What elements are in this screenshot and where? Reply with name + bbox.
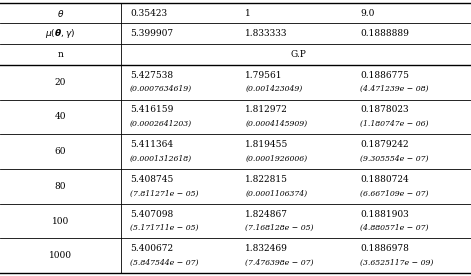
Text: (0.0001106374): (0.0001106374) (245, 189, 308, 197)
Text: (7.811271e − 05): (7.811271e − 05) (130, 189, 198, 197)
Text: (0.001423049): (0.001423049) (245, 85, 302, 93)
Text: 5.400672: 5.400672 (130, 245, 173, 253)
Text: 1.824867: 1.824867 (245, 210, 288, 219)
Text: (9.305554e − 07): (9.305554e − 07) (360, 155, 429, 163)
Text: 0.1886978: 0.1886978 (360, 245, 409, 253)
Text: (5.171711e − 05): (5.171711e − 05) (130, 224, 198, 232)
Text: 1000: 1000 (49, 251, 72, 260)
Text: (0.0002641203): (0.0002641203) (130, 120, 192, 128)
Text: n: n (57, 50, 63, 59)
Text: 9.0: 9.0 (360, 9, 375, 18)
Text: 1.822815: 1.822815 (245, 175, 288, 184)
Text: 0.35423: 0.35423 (130, 9, 167, 18)
Text: (6.667109e − 07): (6.667109e − 07) (360, 189, 429, 197)
Text: (0.0001926006): (0.0001926006) (245, 155, 308, 163)
Text: 5.427538: 5.427538 (130, 71, 173, 80)
Text: 5.411364: 5.411364 (130, 140, 173, 149)
Text: (0.0001312618): (0.0001312618) (130, 155, 192, 163)
Text: (0.0004145909): (0.0004145909) (245, 120, 308, 128)
Text: (7.168128e − 05): (7.168128e − 05) (245, 224, 314, 232)
Text: 0.1879242: 0.1879242 (360, 140, 409, 149)
Text: 0.1880724: 0.1880724 (360, 175, 409, 184)
Text: 5.416159: 5.416159 (130, 105, 173, 115)
Text: (1.180747e − 06): (1.180747e − 06) (360, 120, 429, 128)
Text: 60: 60 (55, 147, 66, 156)
Text: 40: 40 (55, 112, 66, 121)
Text: 0.1886775: 0.1886775 (360, 71, 409, 80)
Text: (5.847544e − 07): (5.847544e − 07) (130, 259, 198, 267)
Text: (4.471239e − 08): (4.471239e − 08) (360, 85, 429, 93)
Text: (7.476398e − 07): (7.476398e − 07) (245, 259, 314, 267)
Text: 0.1881903: 0.1881903 (360, 210, 409, 219)
Text: 5.399907: 5.399907 (130, 29, 173, 38)
Text: 0.1888889: 0.1888889 (360, 29, 409, 38)
Text: 1.79561: 1.79561 (245, 71, 283, 80)
Text: (0.0007634619): (0.0007634619) (130, 85, 192, 93)
Text: 5.407098: 5.407098 (130, 210, 173, 219)
Text: 1.812972: 1.812972 (245, 105, 288, 115)
Text: 1.832469: 1.832469 (245, 245, 288, 253)
Text: 1: 1 (245, 9, 251, 18)
Text: 1.833333: 1.833333 (245, 29, 288, 38)
Text: (3.6525117e − 09): (3.6525117e − 09) (360, 259, 434, 267)
Text: $\mu(\boldsymbol{\theta},\gamma)$: $\mu(\boldsymbol{\theta},\gamma)$ (45, 27, 75, 40)
Text: 1.819455: 1.819455 (245, 140, 289, 149)
Text: 0.1878023: 0.1878023 (360, 105, 409, 115)
Text: (4.880571e − 07): (4.880571e − 07) (360, 224, 429, 232)
Text: 5.408745: 5.408745 (130, 175, 173, 184)
Text: G.P: G.P (290, 50, 306, 59)
Text: $\theta$: $\theta$ (57, 8, 64, 18)
Text: 20: 20 (55, 78, 66, 87)
Text: 100: 100 (52, 217, 69, 225)
Text: 80: 80 (55, 182, 66, 191)
